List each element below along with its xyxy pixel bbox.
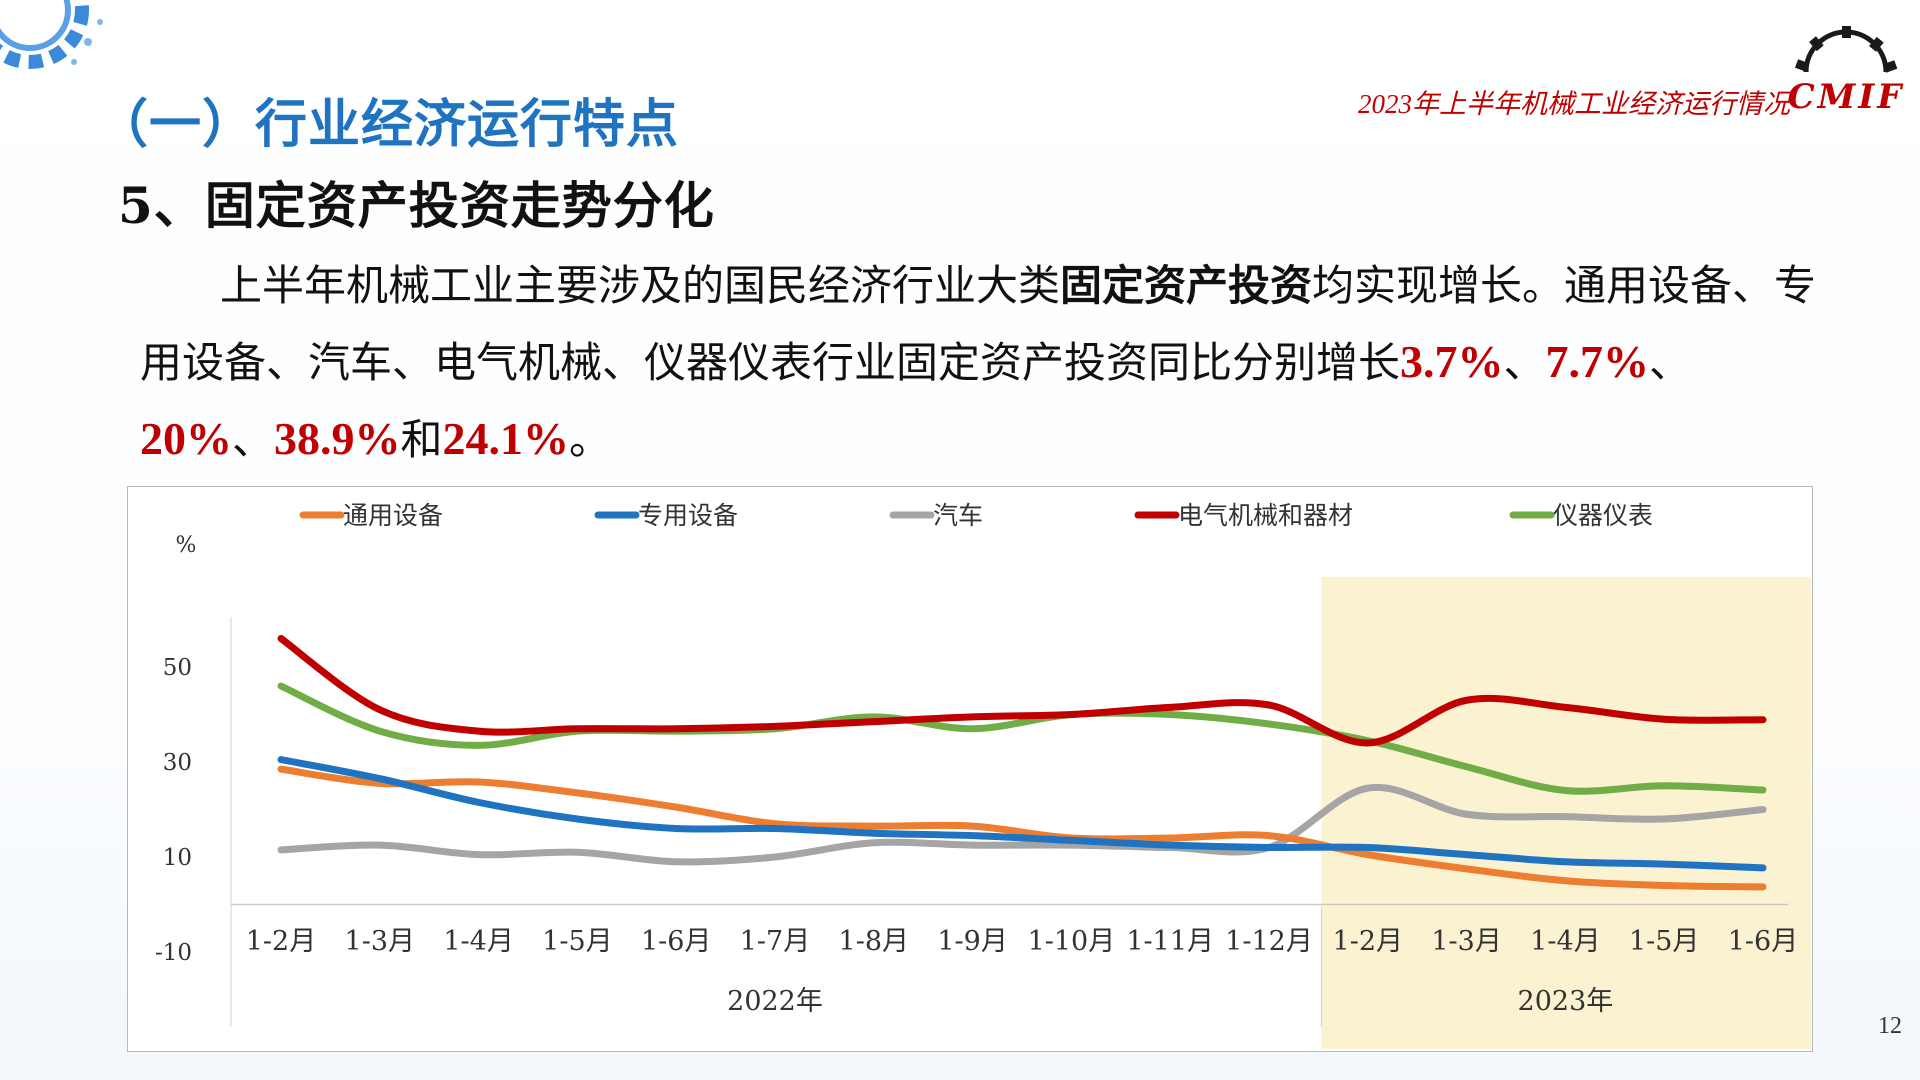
legend-label: 通用设备 (343, 501, 443, 530)
x-tick-label: 1-10月 (1028, 926, 1116, 957)
conjunction: 和 (400, 415, 443, 464)
para-text-2: 均实现增长。通用设备、专用设备、汽车、电气机械、仪器仪表行业固定资产投资同比分别… (140, 261, 1817, 387)
x-tick-label: 1-8月 (839, 926, 909, 957)
report-title: 2023年上半年机械工业经济运行情况 (1358, 89, 1790, 119)
x-tick-label: 1-9月 (937, 926, 1007, 957)
x-tick-label: 1-3月 (345, 926, 415, 957)
y-tick-label: 10 (163, 845, 192, 871)
x-tick-label: 1-12月 (1225, 926, 1313, 957)
value-automobile: 20% (140, 413, 232, 464)
summary-paragraph: 上半年机械工业主要涉及的国民经济行业大类固定资产投资均实现增长。通用设备、专用设… (140, 248, 1820, 478)
series-line-1 (277, 756, 1767, 872)
value-special-equipment: 7.7% (1545, 336, 1650, 387)
x-tick-label: 1-5月 (1629, 926, 1699, 957)
x-tick-label: 1-6月 (641, 926, 711, 957)
y-tick-label: 50 (163, 655, 192, 681)
series-line-3 (277, 635, 1767, 747)
year-group-label: 2023年 (1518, 986, 1614, 1017)
series-line-4 (277, 682, 1767, 795)
x-tick-label: 1-11月 (1126, 926, 1214, 957)
x-tick-label: 1-4月 (443, 926, 513, 957)
separator: 、 (1503, 338, 1546, 387)
logo-text: CMIF (1788, 77, 1905, 116)
value-general-equipment: 3.7% (1400, 336, 1504, 387)
y-tick-label: 30 (163, 750, 192, 776)
x-tick-label: 1-5月 (542, 926, 612, 957)
x-tick-label: 1-6月 (1728, 926, 1798, 957)
section-title: （一）行业经济运行特点 (96, 95, 680, 155)
page-number: 12 (1878, 1013, 1902, 1039)
x-tick-label: 1-7月 (740, 926, 810, 957)
year-group-label: 2022年 (727, 986, 823, 1017)
para-bold-term: 固定资产投资 (1060, 261, 1313, 310)
cmif-logo: CMIF (1788, 26, 1905, 116)
x-tick-label: 1-3月 (1431, 926, 1501, 957)
y-tick-label: -10 (155, 940, 192, 966)
legend-label: 电气机械和器材 (1178, 501, 1353, 530)
x-tick-label: 1-4月 (1530, 926, 1600, 957)
legend-label: 仪器仪表 (1553, 501, 1653, 530)
gear-decoration-icon (0, 0, 103, 69)
legend-label: 汽车 (933, 501, 983, 530)
y-axis-label: % (176, 533, 197, 558)
separator: 、 (232, 415, 275, 464)
x-tick-label: 1-2月 (246, 926, 316, 957)
x-tick-label: 1-2月 (1333, 926, 1403, 957)
separator: 、 (1649, 338, 1692, 387)
period: 。 (569, 415, 612, 464)
chart-container: % 50 30 10 -10 1-2月 1-3月 1-4月 1-5月 1-6月 1-7月 1-8月 1-… (127, 486, 1813, 1052)
sub-title: 5、固定资产投资走势分化 (118, 176, 715, 235)
line-chart: % 50 30 10 -10 1-2月 1-3月 1-4月 1-5月 1-6月 1-7月 1-8月 1-… (155, 501, 1811, 1049)
value-electrical-machinery: 38.9% (274, 413, 401, 464)
legend-label: 专用设备 (638, 501, 738, 530)
value-instruments: 24.1% (442, 413, 570, 464)
series-line-2 (277, 783, 1767, 866)
series-line-0 (277, 765, 1767, 891)
para-text-1: 上半年机械工业主要涉及的国民经济行业大类 (220, 261, 1061, 310)
